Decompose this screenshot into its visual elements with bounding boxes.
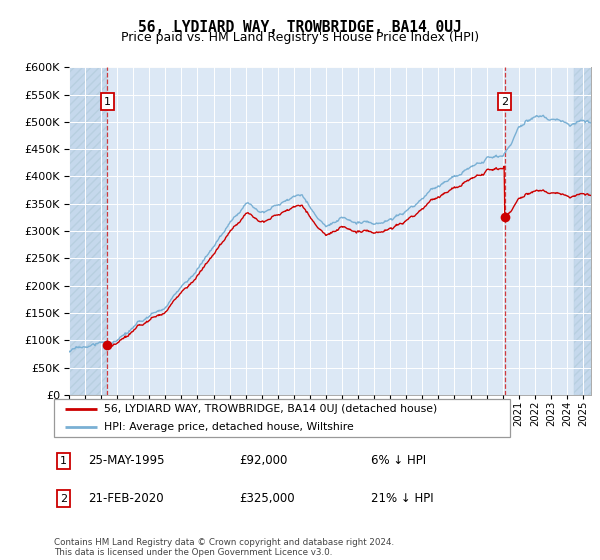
Text: 21-FEB-2020: 21-FEB-2020	[88, 492, 164, 505]
Text: HPI: Average price, detached house, Wiltshire: HPI: Average price, detached house, Wilt…	[104, 422, 354, 432]
Text: 25-MAY-1995: 25-MAY-1995	[88, 454, 165, 467]
Text: 21% ↓ HPI: 21% ↓ HPI	[371, 492, 433, 505]
Text: 1: 1	[104, 96, 111, 106]
Text: 2: 2	[60, 493, 67, 503]
Bar	[69, 67, 107, 395]
Text: Contains HM Land Registry data © Crown copyright and database right 2024.
This d: Contains HM Land Registry data © Crown c…	[54, 538, 394, 557]
Bar	[574, 67, 591, 395]
Text: 1: 1	[60, 456, 67, 466]
FancyBboxPatch shape	[54, 399, 510, 437]
Text: £325,000: £325,000	[239, 492, 295, 505]
Text: 56, LYDIARD WAY, TROWBRIDGE, BA14 0UJ: 56, LYDIARD WAY, TROWBRIDGE, BA14 0UJ	[138, 20, 462, 35]
Text: 56, LYDIARD WAY, TROWBRIDGE, BA14 0UJ (detached house): 56, LYDIARD WAY, TROWBRIDGE, BA14 0UJ (d…	[104, 404, 437, 414]
Text: Price paid vs. HM Land Registry's House Price Index (HPI): Price paid vs. HM Land Registry's House …	[121, 31, 479, 44]
Text: 6% ↓ HPI: 6% ↓ HPI	[371, 454, 426, 467]
Text: £92,000: £92,000	[239, 454, 287, 467]
Text: 2: 2	[501, 96, 508, 106]
